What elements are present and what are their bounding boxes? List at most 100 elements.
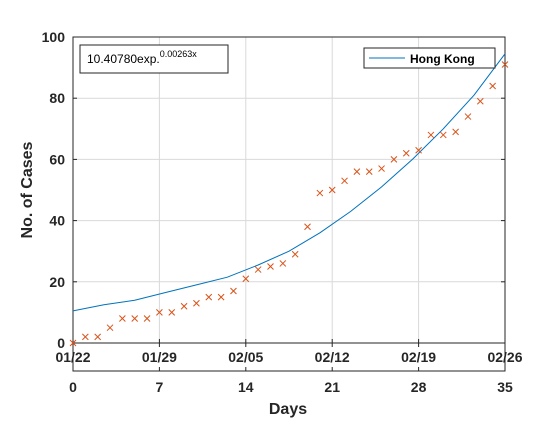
- data-point: [217, 293, 225, 301]
- x-tick-label: 7: [156, 379, 164, 395]
- data-point-stroke: [81, 333, 89, 341]
- data-point-stroke: [168, 309, 176, 316]
- data-point-stroke: [328, 186, 336, 194]
- date-tick-label: 02/26: [487, 349, 522, 365]
- data-point: [168, 309, 176, 316]
- date-tick-label: 01/29: [142, 349, 177, 365]
- x-tick-label: 28: [411, 379, 427, 395]
- data-point: [427, 131, 435, 139]
- data-point-stroke: [415, 146, 422, 154]
- data-point-stroke: [390, 156, 398, 163]
- data-point: [304, 223, 311, 231]
- plot-area: [73, 37, 505, 343]
- data-point-stroke: [106, 324, 114, 332]
- data-point: [291, 250, 299, 258]
- data-point-stroke: [489, 82, 497, 90]
- equation-annotation: 10.40780exp.0.00263x: [79, 44, 229, 74]
- data-point-stroke: [279, 260, 287, 267]
- legend-box: [363, 47, 496, 69]
- data-point: [402, 149, 410, 157]
- date-axis-frame: [72, 342, 506, 372]
- data-point-stroke: [304, 223, 311, 231]
- legend-label-hong-kong: Hong Kong: [410, 52, 475, 66]
- legend: Hong Kong: [363, 47, 496, 69]
- data-point-stroke: [131, 315, 139, 322]
- date-tick-label: 02/12: [315, 349, 350, 365]
- data-point-stroke: [378, 165, 385, 172]
- data-point: [390, 156, 398, 163]
- equation-base: 10.40780exp.: [87, 52, 160, 66]
- data-point-stroke: [205, 293, 213, 301]
- y-tick-labels: 0 20 40 60 80 100: [42, 29, 66, 351]
- equation-exponent: 0.00263x: [160, 49, 198, 59]
- data-point-stroke: [217, 293, 225, 301]
- y-tick-label: 0: [57, 335, 65, 351]
- data-point-stroke: [402, 149, 410, 157]
- data-point-stroke: [427, 131, 435, 139]
- data-point: [341, 177, 348, 185]
- data-point-stroke: [452, 128, 459, 136]
- data-point-stroke: [180, 302, 188, 310]
- x-tick-labels: 0 7 14 21 28 35: [69, 379, 513, 395]
- data-point-stroke: [242, 275, 250, 283]
- x-axis-title: Days: [269, 401, 307, 418]
- data-point: [156, 309, 163, 316]
- data-point: [279, 260, 287, 267]
- data-point: [452, 128, 459, 136]
- equation-text: 10.40780exp.0.00263x: [87, 49, 197, 66]
- data-point: [242, 275, 250, 283]
- data-point: [254, 266, 262, 273]
- data-point: [328, 186, 336, 194]
- data-point: [69, 339, 77, 347]
- y-tick-label: 40: [49, 213, 65, 229]
- data-point-stroke: [119, 315, 126, 322]
- data-markers: [69, 61, 509, 347]
- data-point-stroke: [316, 189, 324, 197]
- data-point: [378, 165, 385, 172]
- data-point-stroke: [291, 250, 299, 258]
- data-point: [365, 168, 373, 175]
- data-point-stroke: [143, 315, 151, 322]
- date-tick-label: 01/22: [55, 349, 90, 365]
- data-point-stroke: [156, 309, 163, 316]
- data-point: [464, 113, 472, 120]
- data-point: [267, 263, 274, 270]
- data-point-stroke: [230, 287, 237, 295]
- data-point-stroke: [341, 177, 348, 185]
- data-point: [439, 131, 447, 139]
- data-point-stroke: [267, 263, 274, 270]
- x-tick-label: 0: [69, 379, 77, 395]
- data-point: [119, 315, 126, 322]
- data-point: [501, 61, 509, 68]
- data-point: [489, 82, 497, 90]
- data-point: [143, 315, 151, 322]
- data-point: [106, 324, 114, 332]
- data-point: [205, 293, 213, 301]
- date-tick-labels: 01/22 01/29 02/05 02/12 02/19 02/26: [55, 349, 522, 365]
- grid: [73, 37, 505, 343]
- data-point: [81, 333, 89, 341]
- date-tick-label: 02/05: [228, 349, 263, 365]
- equation-box: [79, 44, 229, 74]
- data-point-stroke: [193, 299, 200, 307]
- data-point-stroke: [69, 339, 77, 347]
- tick-marks: [72, 36, 506, 371]
- y-tick-label: 100: [42, 29, 66, 45]
- data-point: [193, 299, 200, 307]
- data-point-stroke: [501, 61, 509, 68]
- x-tick-label: 21: [324, 379, 340, 395]
- data-point: [316, 189, 324, 197]
- data-point: [230, 287, 237, 295]
- x-tick-label: 14: [238, 379, 254, 395]
- date-tick-label: 02/19: [401, 349, 436, 365]
- y-axis-title: No. of Cases: [19, 141, 36, 238]
- data-point: [131, 315, 139, 322]
- data-point: [180, 302, 188, 310]
- y-tick-label: 20: [49, 274, 65, 290]
- data-point: [415, 146, 422, 154]
- x-tick-label: 35: [497, 379, 513, 395]
- data-point: [476, 97, 484, 105]
- data-point-stroke: [365, 168, 373, 175]
